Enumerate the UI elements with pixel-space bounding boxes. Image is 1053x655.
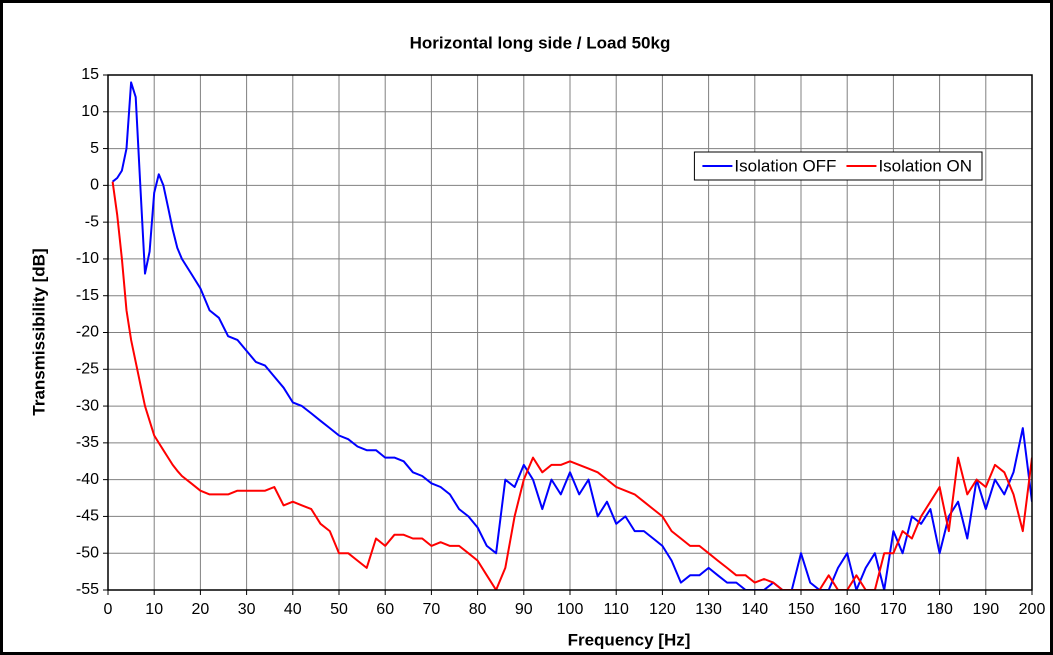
y-tick-label: -45 — [76, 508, 99, 525]
x-tick-label: 40 — [284, 601, 302, 618]
y-tick-label: -20 — [76, 324, 99, 341]
x-tick-label: 90 — [515, 601, 533, 618]
x-tick-label: 170 — [880, 601, 907, 618]
y-tick-label: 5 — [90, 140, 99, 157]
plot-lines — [111, 81, 1032, 590]
y-tick-label: -25 — [76, 361, 99, 378]
x-tick-label: 0 — [104, 601, 113, 618]
x-tick-label: 80 — [469, 601, 487, 618]
chart-title: Horizontal long side / Load 50kg — [410, 33, 671, 52]
x-tick-label: 20 — [192, 601, 210, 618]
legend: Isolation OFF Isolation ON — [693, 151, 983, 181]
y-tick-label: 0 — [90, 177, 99, 194]
x-tick-label: 130 — [695, 601, 722, 618]
plot-frame — [107, 74, 1033, 591]
y-tick-label: 15 — [81, 66, 99, 83]
y-tick-label: -55 — [76, 581, 99, 598]
x-tick-label: 60 — [376, 601, 394, 618]
x-axis-label: Frequency [Hz] — [568, 630, 691, 649]
y-tick-label: -35 — [76, 434, 99, 451]
legend-box — [693, 151, 983, 181]
series-line — [111, 81, 1032, 590]
x-tick-label: 180 — [926, 601, 953, 618]
y-tick-label: -30 — [76, 397, 99, 414]
y-tick-label: 10 — [81, 103, 99, 120]
x-tick-label: 160 — [834, 601, 861, 618]
x-tick-label: 70 — [423, 601, 441, 618]
x-tick-label: 150 — [788, 601, 815, 618]
y-tick-label: -50 — [76, 544, 99, 561]
y-tick-label: -10 — [76, 250, 99, 267]
x-tick-label: 140 — [741, 601, 768, 618]
y-tick-label: -15 — [76, 287, 99, 304]
x-tick-label: 30 — [238, 601, 256, 618]
legend-label: Isolation ON — [878, 156, 972, 175]
x-tick-label: 10 — [145, 601, 163, 618]
x-tick-label: 50 — [330, 601, 348, 618]
y-tick-label: -5 — [85, 213, 99, 230]
x-tick-label: 100 — [557, 601, 584, 618]
x-tick-label: 110 — [603, 601, 629, 618]
x-tick-label: 120 — [649, 601, 676, 618]
series-line — [111, 181, 1032, 590]
y-tick-label: -40 — [76, 471, 99, 488]
x-tick-label: 200 — [1019, 601, 1046, 618]
x-tick-label: 190 — [972, 601, 999, 618]
y-axis-label: Transmissibility [dB] — [29, 248, 48, 415]
legend-label: Isolation OFF — [734, 156, 836, 175]
